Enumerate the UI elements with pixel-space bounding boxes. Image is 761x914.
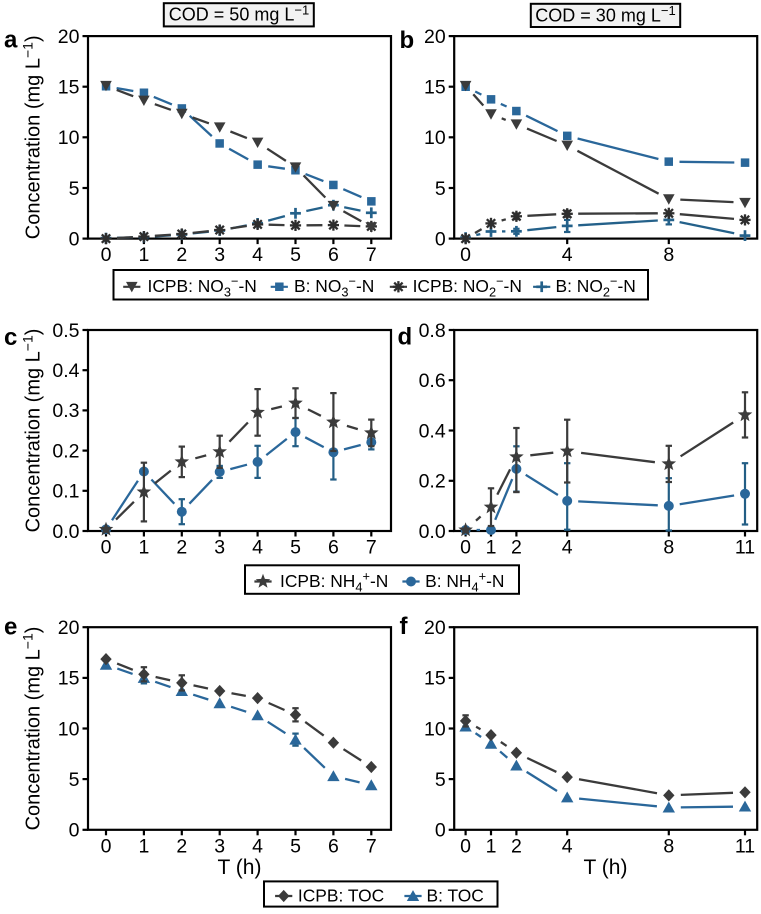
svg-text:0: 0 bbox=[435, 820, 446, 842]
svg-text:0.0: 0.0 bbox=[52, 521, 79, 543]
svg-text:0: 0 bbox=[435, 228, 446, 250]
svg-text:f: f bbox=[400, 613, 409, 640]
svg-text:0.1: 0.1 bbox=[52, 481, 79, 503]
svg-text:11: 11 bbox=[735, 835, 755, 857]
svg-text:0.2: 0.2 bbox=[419, 471, 446, 493]
svg-text:Concentration (mg L−1): Concentration (mg L−1) bbox=[20, 329, 45, 533]
svg-text:B: NO2−-N: B: NO2−-N bbox=[556, 274, 636, 300]
svg-text:Concentration (mg L−1): Concentration (mg L−1) bbox=[20, 627, 45, 831]
svg-text:1: 1 bbox=[486, 537, 497, 559]
svg-text:4: 4 bbox=[562, 244, 573, 266]
svg-text:0.3: 0.3 bbox=[52, 400, 79, 422]
svg-text:0: 0 bbox=[69, 228, 80, 250]
svg-text:20: 20 bbox=[58, 26, 80, 48]
svg-text:5: 5 bbox=[435, 769, 446, 791]
svg-text:B: NO3−-N: B: NO3−-N bbox=[294, 274, 374, 300]
svg-text:10: 10 bbox=[58, 718, 80, 740]
svg-text:4: 4 bbox=[562, 537, 573, 559]
svg-text:COD = 30 mg L−1: COD = 30 mg L−1 bbox=[535, 3, 675, 25]
svg-text:ICPB: NH4+-N: ICPB: NH4+-N bbox=[280, 568, 388, 594]
svg-text:COD = 50 mg L−1: COD = 50 mg L−1 bbox=[169, 3, 309, 25]
svg-text:b: b bbox=[400, 27, 415, 54]
svg-text:c: c bbox=[4, 324, 17, 351]
svg-text:6: 6 bbox=[328, 244, 339, 266]
svg-text:5: 5 bbox=[290, 835, 301, 857]
svg-text:6: 6 bbox=[328, 835, 339, 857]
svg-text:0.4: 0.4 bbox=[419, 420, 446, 442]
svg-text:7: 7 bbox=[366, 537, 377, 559]
svg-text:0: 0 bbox=[101, 244, 112, 266]
svg-text:0: 0 bbox=[460, 537, 471, 559]
svg-text:ICPB: TOC: ICPB: TOC bbox=[298, 885, 384, 905]
svg-text:5: 5 bbox=[290, 537, 301, 559]
svg-text:B: NH4+-N: B: NH4+-N bbox=[425, 568, 504, 594]
svg-text:20: 20 bbox=[424, 617, 446, 639]
svg-text:20: 20 bbox=[58, 617, 80, 639]
svg-text:7: 7 bbox=[366, 244, 377, 266]
svg-text:T (h): T (h) bbox=[218, 856, 262, 879]
svg-text:10: 10 bbox=[424, 127, 446, 149]
svg-text:2: 2 bbox=[176, 537, 187, 559]
svg-text:0: 0 bbox=[101, 537, 112, 559]
svg-text:5: 5 bbox=[290, 244, 301, 266]
svg-text:0: 0 bbox=[69, 820, 80, 842]
svg-text:6: 6 bbox=[328, 537, 339, 559]
svg-text:0: 0 bbox=[460, 244, 471, 266]
svg-text:8: 8 bbox=[663, 537, 674, 559]
svg-text:0.6: 0.6 bbox=[419, 370, 446, 392]
svg-text:0: 0 bbox=[101, 835, 112, 857]
svg-text:7: 7 bbox=[366, 835, 377, 857]
svg-text:4: 4 bbox=[252, 835, 263, 857]
svg-text:1: 1 bbox=[138, 835, 149, 857]
svg-text:2: 2 bbox=[176, 244, 187, 266]
svg-text:4: 4 bbox=[252, 244, 263, 266]
svg-text:3: 3 bbox=[214, 244, 225, 266]
svg-text:15: 15 bbox=[58, 668, 80, 690]
svg-text:T (h): T (h) bbox=[584, 856, 628, 879]
svg-text:1: 1 bbox=[138, 244, 149, 266]
svg-text:0.4: 0.4 bbox=[52, 360, 79, 382]
svg-text:a: a bbox=[4, 27, 18, 54]
svg-text:3: 3 bbox=[214, 537, 225, 559]
svg-text:2: 2 bbox=[511, 537, 522, 559]
svg-text:5: 5 bbox=[69, 178, 80, 200]
svg-text:B: TOC: B: TOC bbox=[427, 885, 484, 905]
svg-text:15: 15 bbox=[424, 77, 446, 99]
svg-text:15: 15 bbox=[58, 77, 80, 99]
svg-text:4: 4 bbox=[252, 537, 263, 559]
svg-text:Concentration (mg L−1): Concentration (mg L−1) bbox=[20, 35, 45, 239]
svg-text:15: 15 bbox=[424, 668, 446, 690]
svg-text:10: 10 bbox=[58, 127, 80, 149]
svg-text:0.5: 0.5 bbox=[52, 320, 79, 342]
svg-text:0.8: 0.8 bbox=[419, 320, 446, 342]
svg-text:8: 8 bbox=[663, 835, 674, 857]
svg-text:0.0: 0.0 bbox=[419, 521, 446, 543]
svg-text:5: 5 bbox=[435, 178, 446, 200]
svg-text:1: 1 bbox=[138, 537, 149, 559]
svg-text:2: 2 bbox=[176, 835, 187, 857]
svg-text:ICPB: NO3−-N: ICPB: NO3−-N bbox=[148, 274, 257, 300]
svg-text:10: 10 bbox=[424, 718, 446, 740]
svg-text:2: 2 bbox=[511, 835, 522, 857]
svg-text:20: 20 bbox=[424, 26, 446, 48]
svg-text:1: 1 bbox=[486, 835, 497, 857]
svg-text:5: 5 bbox=[69, 769, 80, 791]
svg-text:11: 11 bbox=[735, 537, 755, 559]
svg-text:d: d bbox=[398, 324, 413, 351]
svg-text:3: 3 bbox=[214, 835, 225, 857]
svg-text:0: 0 bbox=[460, 835, 471, 857]
svg-text:8: 8 bbox=[663, 244, 674, 266]
svg-text:4: 4 bbox=[562, 835, 573, 857]
svg-text:0.2: 0.2 bbox=[52, 440, 79, 462]
svg-text:e: e bbox=[4, 614, 17, 641]
svg-text:ICPB: NO2−-N: ICPB: NO2−-N bbox=[413, 274, 522, 300]
